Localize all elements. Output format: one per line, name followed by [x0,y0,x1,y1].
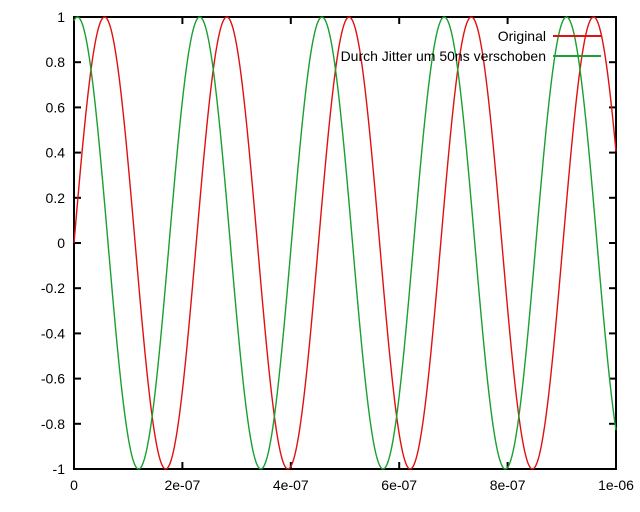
y-tick-label: -0.4 [41,325,65,341]
legend: Original Durch Jitter um 50ns verschoben [341,26,601,66]
legend-line-sample-green [553,55,601,57]
y-tick-label: -0.2 [41,280,65,296]
y-tick-label: -0.8 [41,416,65,432]
y-tick-label: 0 [57,235,65,251]
y-tick-label: -0.6 [41,371,65,387]
y-tick-label: 0.8 [46,54,66,70]
legend-entry-jitter: Durch Jitter um 50ns verschoben [341,46,601,66]
x-tick-label: 6e-07 [381,477,417,493]
y-tick-label: 1 [57,9,65,25]
x-tick-label: 0 [70,477,78,493]
x-tick-label: 2e-07 [164,477,200,493]
series-line-jitter [73,16,617,470]
legend-label-original: Original [497,28,546,44]
legend-line-sample-red [553,35,601,37]
x-tick-label: 8e-07 [490,477,526,493]
y-tick-label: 0.6 [46,99,66,115]
x-tick-label: 1e-06 [598,477,634,493]
y-tick-label: 0.4 [46,145,66,161]
series-line-original [73,16,617,470]
y-tick-label: 0.2 [46,190,66,206]
y-tick-label: -1 [53,461,66,477]
x-tick-label: 4e-07 [273,477,309,493]
legend-entry-original: Original [341,26,601,46]
plot-border [73,16,617,470]
legend-label-jitter: Durch Jitter um 50ns verschoben [340,48,546,64]
